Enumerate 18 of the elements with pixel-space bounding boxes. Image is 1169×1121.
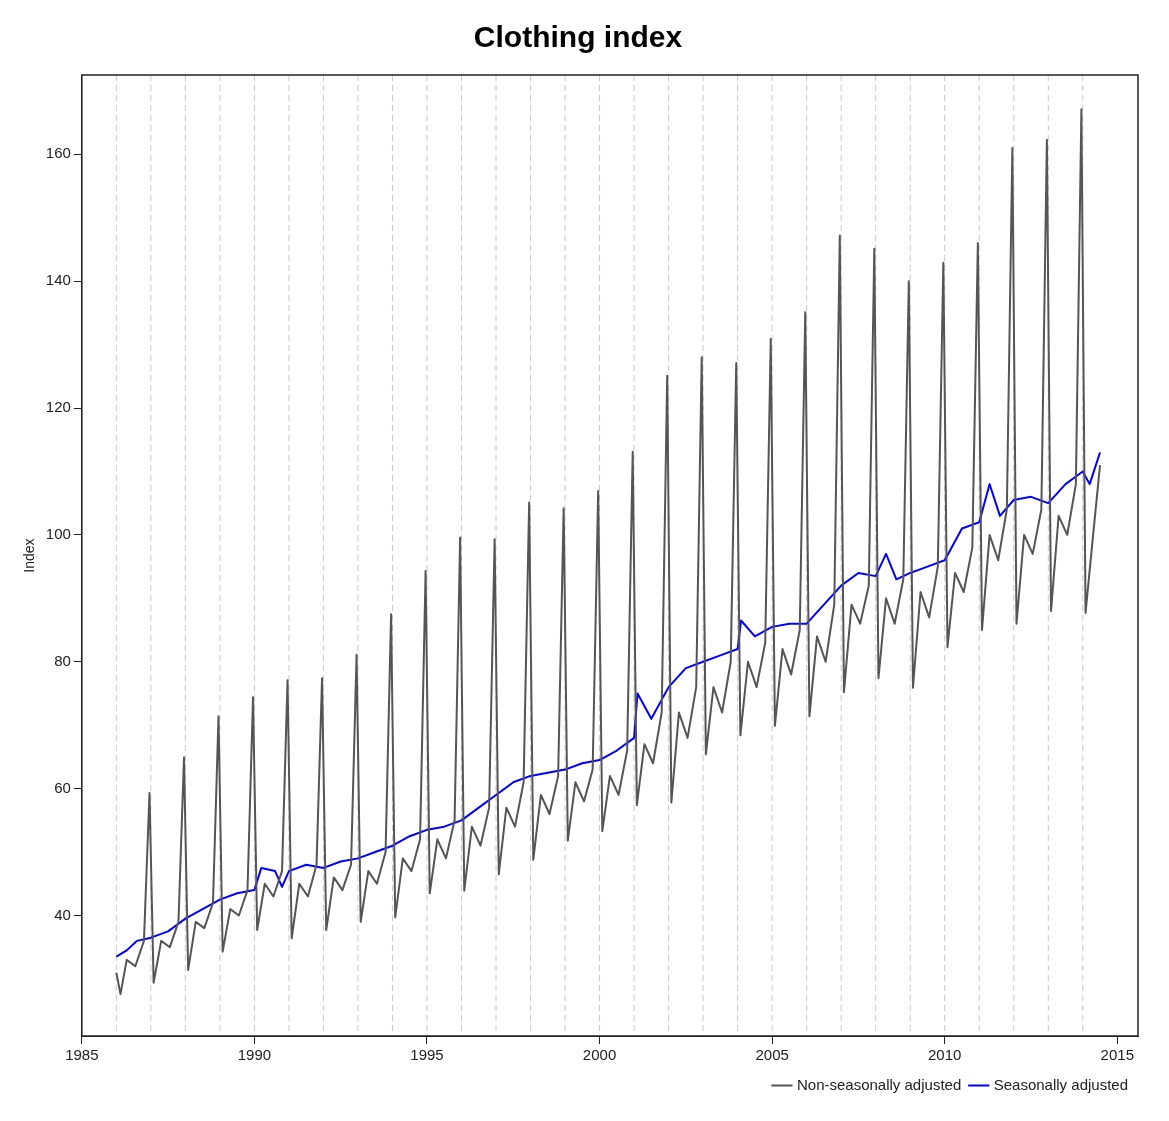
x-tick-label: 2015 [1100,1046,1134,1064]
x-tick-label: 2010 [928,1046,962,1064]
y-tick-label: 140 [45,271,71,289]
x-tick-label: 1985 [65,1046,99,1064]
y-tick-label: 40 [54,905,71,923]
y-tick-label: 120 [45,398,71,416]
x-tick-label: 2000 [582,1046,617,1064]
x-tick-label: 1995 [410,1046,444,1064]
y-tick-label: 100 [45,525,71,543]
legend-label: Seasonally adjusted [993,1075,1129,1093]
y-tick-label: 60 [54,778,71,796]
x-tick-label: 2005 [755,1046,789,1064]
x-tick-label: 1990 [237,1046,272,1064]
y-tick-label: 80 [54,651,71,669]
chart-title: Clothing index [473,20,683,54]
y-axis-title: Index [21,538,38,573]
legend-label: Non-seasonally adjusted [796,1075,962,1093]
y-tick-label: 160 [45,144,71,162]
